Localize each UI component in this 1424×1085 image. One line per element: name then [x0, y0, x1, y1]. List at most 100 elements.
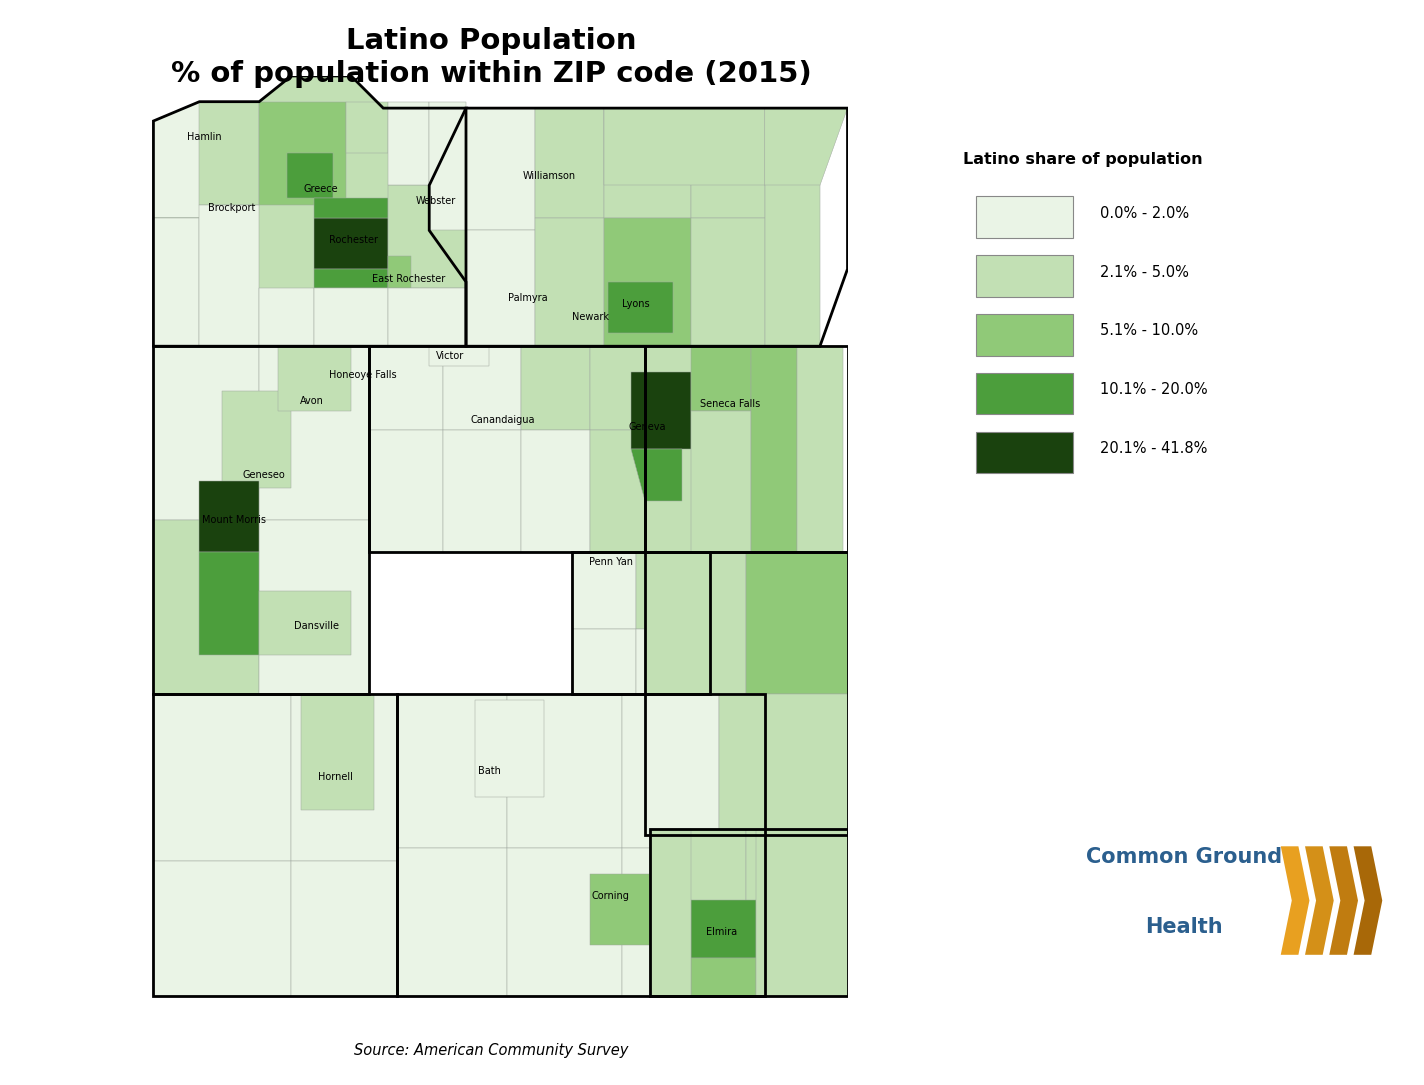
Polygon shape: [286, 153, 333, 199]
Polygon shape: [154, 102, 199, 217]
Polygon shape: [691, 410, 750, 552]
Polygon shape: [756, 829, 847, 996]
Polygon shape: [315, 269, 387, 289]
Text: Mount Morris: Mount Morris: [202, 515, 266, 525]
Polygon shape: [292, 861, 397, 996]
Polygon shape: [590, 346, 645, 430]
Polygon shape: [292, 693, 397, 861]
Polygon shape: [1330, 846, 1358, 955]
Polygon shape: [278, 346, 352, 410]
Polygon shape: [466, 108, 535, 230]
Polygon shape: [222, 392, 292, 488]
Polygon shape: [300, 693, 375, 809]
Polygon shape: [387, 289, 466, 346]
Text: Avon: Avon: [300, 396, 323, 406]
Polygon shape: [797, 346, 843, 552]
Text: Common Ground: Common Ground: [1085, 847, 1282, 867]
Polygon shape: [535, 217, 604, 346]
Polygon shape: [649, 829, 691, 996]
Polygon shape: [1304, 846, 1334, 955]
Text: Health: Health: [1145, 917, 1222, 936]
Text: 2.1% - 5.0%: 2.1% - 5.0%: [1099, 265, 1189, 280]
Polygon shape: [691, 108, 765, 217]
Polygon shape: [346, 102, 387, 153]
Polygon shape: [199, 102, 259, 205]
Text: Lyons: Lyons: [622, 299, 649, 309]
Polygon shape: [387, 186, 466, 289]
Polygon shape: [154, 76, 466, 346]
Text: Geneseo: Geneseo: [242, 470, 285, 480]
Text: Canandaigua: Canandaigua: [470, 416, 535, 425]
FancyBboxPatch shape: [977, 373, 1074, 414]
Polygon shape: [259, 346, 369, 520]
Polygon shape: [608, 282, 674, 333]
Text: Brockport: Brockport: [208, 203, 255, 213]
FancyBboxPatch shape: [977, 432, 1074, 473]
Polygon shape: [604, 108, 691, 217]
Polygon shape: [259, 520, 369, 693]
Polygon shape: [199, 205, 259, 346]
Polygon shape: [507, 848, 622, 996]
Polygon shape: [571, 552, 709, 693]
Polygon shape: [315, 289, 387, 346]
Polygon shape: [765, 108, 847, 186]
Text: Source: American Community Survey: Source: American Community Survey: [355, 1043, 628, 1058]
Polygon shape: [649, 829, 746, 926]
Polygon shape: [259, 590, 352, 655]
Polygon shape: [397, 693, 507, 848]
Polygon shape: [259, 289, 315, 346]
Text: Webster: Webster: [416, 196, 456, 206]
Polygon shape: [369, 346, 645, 552]
Text: Victor: Victor: [436, 350, 464, 361]
Polygon shape: [765, 186, 820, 346]
Polygon shape: [466, 108, 765, 346]
Polygon shape: [649, 829, 847, 996]
FancyBboxPatch shape: [977, 314, 1074, 356]
Polygon shape: [315, 199, 387, 217]
Polygon shape: [622, 848, 719, 996]
Polygon shape: [369, 430, 443, 552]
Polygon shape: [691, 899, 756, 958]
Text: Corning: Corning: [592, 892, 629, 902]
Polygon shape: [199, 552, 259, 655]
Text: Seneca Falls: Seneca Falls: [701, 399, 760, 409]
Text: 0.0% - 2.0%: 0.0% - 2.0%: [1099, 206, 1189, 220]
Polygon shape: [154, 217, 199, 346]
Polygon shape: [1354, 846, 1383, 955]
Polygon shape: [369, 346, 443, 430]
Text: Greece: Greece: [303, 183, 339, 193]
Polygon shape: [429, 102, 466, 230]
Text: Elmira: Elmira: [705, 927, 736, 936]
Text: Penn Yan: Penn Yan: [588, 557, 632, 566]
Polygon shape: [521, 430, 590, 552]
Polygon shape: [631, 372, 691, 449]
Polygon shape: [535, 108, 604, 217]
Polygon shape: [645, 346, 765, 552]
Polygon shape: [154, 520, 259, 693]
Polygon shape: [154, 346, 259, 520]
Polygon shape: [397, 693, 765, 996]
Polygon shape: [746, 552, 847, 693]
Polygon shape: [154, 861, 292, 996]
Polygon shape: [521, 346, 590, 430]
Polygon shape: [746, 693, 847, 835]
Polygon shape: [443, 430, 521, 552]
Polygon shape: [199, 482, 259, 552]
Polygon shape: [637, 629, 709, 693]
Polygon shape: [590, 873, 659, 945]
Text: Newark: Newark: [571, 312, 608, 322]
Text: Williamson: Williamson: [523, 170, 575, 181]
Polygon shape: [387, 256, 412, 289]
Polygon shape: [604, 108, 765, 186]
Text: Hamlin: Hamlin: [187, 132, 221, 142]
Text: Bath: Bath: [477, 766, 500, 776]
Polygon shape: [476, 700, 544, 796]
Text: 5.1% - 10.0%: 5.1% - 10.0%: [1099, 323, 1198, 339]
Polygon shape: [691, 217, 765, 346]
Polygon shape: [154, 693, 292, 861]
Polygon shape: [429, 346, 488, 366]
Polygon shape: [691, 958, 756, 996]
Text: Hornell: Hornell: [318, 773, 352, 782]
Polygon shape: [604, 217, 691, 346]
Polygon shape: [466, 230, 535, 346]
